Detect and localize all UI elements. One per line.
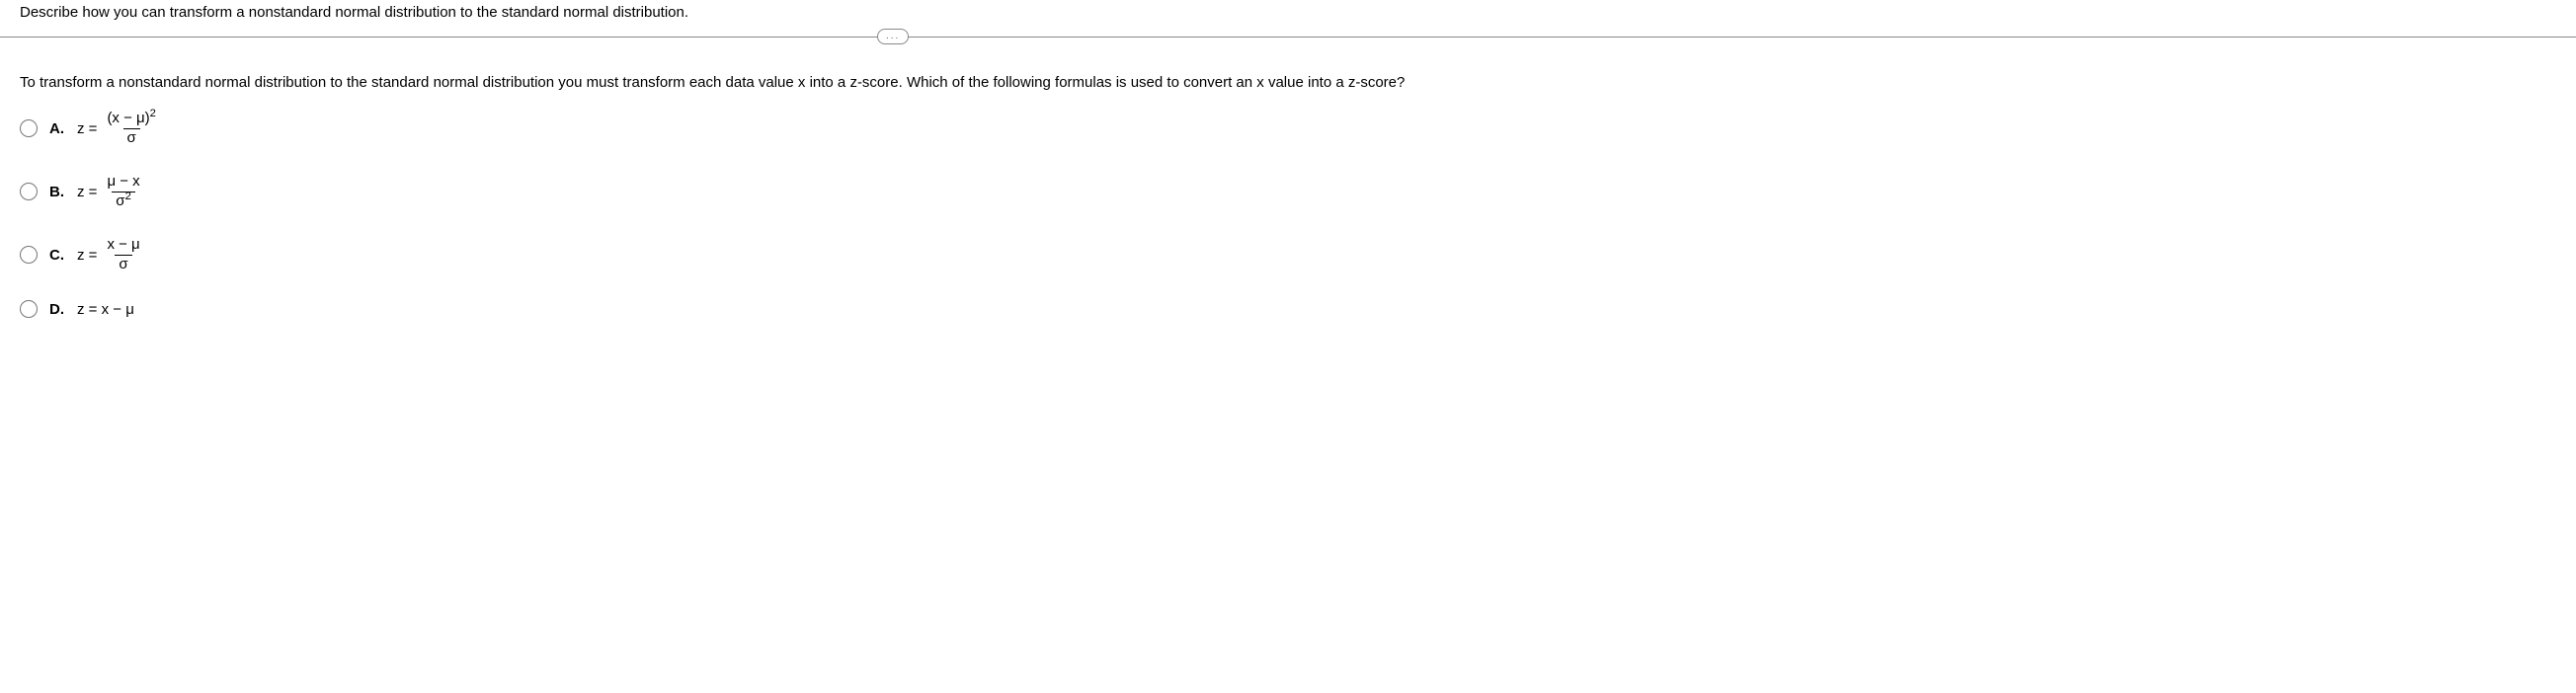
numerator-base: (x − μ)	[107, 110, 149, 126]
option-b-formula: z = μ − x σ2	[77, 174, 144, 209]
numerator-exponent: 2	[150, 108, 156, 119]
question-body: To transform a nonstandard normal distri…	[20, 74, 1405, 91]
denominator: σ2	[112, 192, 135, 210]
option-d-radio[interactable]	[20, 300, 38, 318]
fraction: μ − x σ2	[103, 174, 143, 209]
z-equals: z =	[77, 247, 97, 264]
option-c-radio[interactable]	[20, 246, 38, 264]
option-d-label: D.	[49, 301, 67, 318]
option-a-formula: z = (x − μ)2 σ	[77, 111, 160, 146]
option-b-label: B.	[49, 184, 67, 200]
section-divider: ...	[0, 27, 2576, 46]
z-equals: z =	[77, 120, 97, 137]
option-c-label: C.	[49, 247, 67, 264]
divider-line	[0, 37, 2576, 38]
fraction: x − μ σ	[103, 237, 143, 272]
option-b-radio[interactable]	[20, 183, 38, 200]
option-a-radio[interactable]	[20, 119, 38, 137]
denominator-exponent: 2	[125, 191, 131, 202]
numerator: x − μ	[103, 237, 143, 255]
z-equals: z =	[77, 184, 97, 200]
options-group: A. z = (x − μ)2 σ B. z = μ − x σ2 C.	[0, 111, 2576, 318]
option-c-formula: z = x − μ σ	[77, 237, 144, 272]
option-c[interactable]: C. z = x − μ σ	[20, 237, 2556, 272]
option-d[interactable]: D. z = x − μ	[20, 300, 2556, 318]
denominator-base: σ	[116, 192, 124, 209]
option-a[interactable]: A. z = (x − μ)2 σ	[20, 111, 2556, 146]
denominator: σ	[123, 128, 140, 147]
fraction: (x − μ)2 σ	[103, 111, 160, 146]
question-prompt: Describe how you can transform a nonstan…	[20, 4, 688, 21]
option-a-label: A.	[49, 120, 67, 137]
option-b[interactable]: B. z = μ − x σ2	[20, 174, 2556, 209]
denominator: σ	[115, 255, 131, 273]
option-d-formula: z = x − μ	[77, 301, 134, 318]
numerator: (x − μ)2	[103, 111, 160, 128]
numerator: μ − x	[103, 174, 143, 192]
more-button[interactable]: ...	[877, 29, 909, 44]
